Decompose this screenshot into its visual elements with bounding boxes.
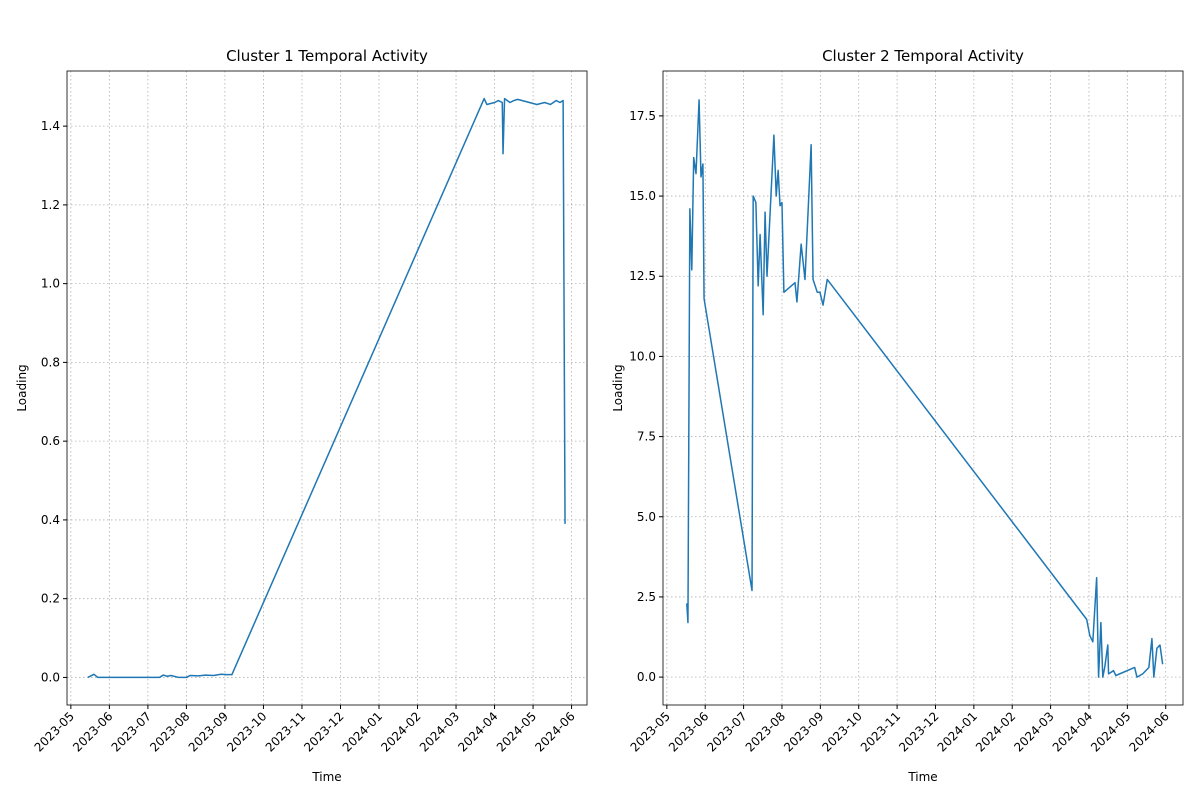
chart-title: Cluster 2 Temporal Activity (822, 47, 1024, 65)
y-tick-label: 15.0 (629, 189, 656, 203)
y-tick-label: 0.6 (41, 434, 60, 448)
x-tick-label: 2023-06 (70, 709, 115, 754)
y-tick-label: 1.2 (41, 198, 60, 212)
x-tick-label: 2023-09 (186, 709, 231, 754)
y-tick-label: 2.5 (637, 590, 656, 604)
y-tick-label: 17.5 (629, 109, 656, 123)
x-tick-label: 2023-05 (628, 709, 673, 754)
x-tick-label: 2023-11 (263, 709, 308, 754)
x-tick-label: 2023-05 (32, 709, 77, 754)
x-tick-label: 2023-07 (704, 709, 749, 754)
axes-frame (662, 70, 1184, 706)
chart-title: Cluster 1 Temporal Activity (226, 47, 428, 65)
x-tick-label: 2023-09 (781, 709, 826, 754)
x-tick-label: 2023-11 (858, 709, 903, 754)
subplot: Cluster 2 Temporal Activity2023-052023-0… (611, 47, 1184, 784)
x-tick-label: 2023-08 (743, 709, 788, 754)
y-axis-label: Loading (15, 364, 29, 411)
x-tick-label: 2023-07 (109, 709, 154, 754)
x-tick-label: 2024-02 (378, 709, 423, 754)
x-tick-label: 2024-03 (417, 709, 462, 754)
y-tick-label: 0.2 (41, 592, 60, 606)
x-tick-label: 2024-06 (1126, 709, 1171, 754)
data-line (87, 97, 566, 679)
x-tick-label: 2024-06 (532, 709, 577, 754)
y-tick-label: 1.0 (41, 277, 60, 291)
x-tick-label: 2023-10 (224, 709, 269, 754)
x-tick-label: 2024-04 (455, 709, 500, 754)
y-tick-label: 10.0 (629, 349, 656, 363)
y-tick-label: 0.8 (41, 355, 60, 369)
y-tick-label: 0.0 (637, 670, 656, 684)
data-line (686, 99, 1164, 678)
x-tick-label: 2023-10 (819, 709, 864, 754)
y-tick-label: 7.5 (637, 430, 656, 444)
y-axis-label: Loading (611, 364, 625, 411)
x-tick-label: 2023-08 (147, 709, 192, 754)
axes-frame (66, 70, 588, 706)
y-tick-label: 0.0 (41, 670, 60, 684)
x-axis-label: Time (311, 770, 341, 784)
x-tick-label: 2024-01 (340, 709, 385, 754)
y-tick-label: 5.0 (637, 510, 656, 524)
x-tick-label: 2024-03 (1011, 709, 1056, 754)
x-tick-label: 2023-12 (301, 709, 346, 754)
x-tick-label: 2024-05 (494, 709, 539, 754)
subplot: Cluster 1 Temporal Activity2023-052023-0… (15, 47, 588, 784)
x-tick-label: 2024-04 (1050, 709, 1095, 754)
x-tick-label: 2023-12 (896, 709, 941, 754)
x-tick-label: 2024-02 (973, 709, 1018, 754)
x-tick-label: 2024-05 (1088, 709, 1133, 754)
x-tick-label: 2024-01 (935, 709, 980, 754)
x-tick-label: 2023-06 (666, 709, 711, 754)
y-tick-label: 12.5 (629, 269, 656, 283)
y-tick-label: 1.4 (41, 119, 60, 133)
y-tick-label: 0.4 (41, 513, 60, 527)
x-axis-label: Time (907, 770, 937, 784)
